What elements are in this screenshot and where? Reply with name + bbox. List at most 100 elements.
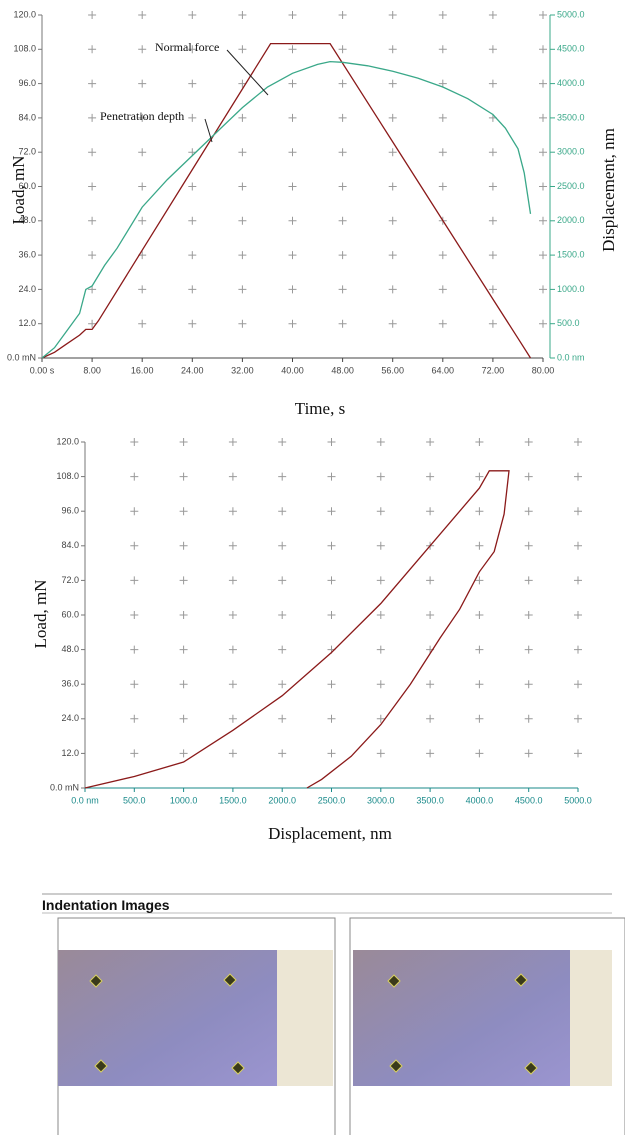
grid-cross [327, 680, 336, 689]
x-tick-label: 48.00 [331, 365, 354, 375]
y2-tick-label: 3000.0 [557, 147, 585, 157]
grid-cross [426, 507, 435, 516]
x-tick-label: 40.00 [281, 365, 304, 375]
x-tick-label: 8.00 [83, 365, 101, 375]
grid-cross [327, 438, 336, 446]
grid-cross [426, 576, 435, 585]
grid-cross [338, 216, 347, 225]
y2-tick-label: 3500.0 [557, 112, 585, 122]
grid-cross [524, 576, 533, 585]
grid-cross [475, 507, 484, 516]
grid-cross [179, 680, 188, 689]
data-line [84, 470, 510, 789]
x-tick-label: 64.00 [432, 365, 455, 375]
grid-cross [388, 148, 397, 157]
y-tick-label: 12.0 [18, 318, 36, 328]
grid-cross [438, 148, 447, 157]
x-tick-label: 32.00 [231, 365, 254, 375]
grid-cross [539, 79, 547, 88]
y-tick-label: 60.0 [61, 609, 79, 619]
grid-cross [278, 714, 287, 723]
grid-cross [438, 45, 447, 54]
grid-cross [488, 216, 497, 225]
grid-cross [388, 319, 397, 328]
section-title: Indentation Images [42, 897, 170, 913]
x-tick-label: 1000.0 [170, 795, 198, 805]
grid-cross [88, 79, 97, 88]
y-axis-title: Load, mN [31, 580, 50, 649]
y2-tick-label: 2500.0 [557, 181, 585, 191]
grid-cross [488, 285, 497, 294]
grid-cross [524, 541, 533, 550]
grid-cross [188, 285, 197, 294]
grid-cross [138, 216, 147, 225]
grid-cross [376, 645, 385, 654]
x-tick-label: 16.00 [131, 365, 154, 375]
grid-cross [179, 438, 188, 446]
grid-cross [524, 438, 533, 446]
grid-cross [278, 680, 287, 689]
grid-cross [438, 79, 447, 88]
y-tick-label: 0.0 mN [7, 352, 36, 362]
grid-cross [130, 611, 139, 619]
grid-cross [376, 507, 385, 516]
grid-cross [388, 45, 397, 54]
grid-cross [539, 45, 547, 54]
grid-cross [88, 182, 97, 191]
y-tick-label: 84.0 [61, 540, 79, 550]
grid-cross [188, 216, 197, 225]
grid-cross [288, 251, 297, 260]
grid-cross [376, 576, 385, 585]
grid-cross [188, 11, 197, 19]
grid-cross [88, 11, 97, 19]
grid-cross [138, 148, 147, 157]
grid-cross [130, 438, 139, 446]
y-tick-label: 48.0 [61, 644, 79, 654]
grid-cross [376, 749, 385, 758]
grid-cross [488, 182, 497, 191]
grid-cross [438, 319, 447, 328]
grid-cross [488, 79, 497, 88]
grid-cross [228, 680, 237, 689]
y-tick-label: 96.0 [18, 78, 36, 88]
grid-cross [338, 45, 347, 54]
grid-cross [88, 251, 97, 260]
grid-cross [288, 216, 297, 225]
series-annotation: Penetration depth [100, 109, 184, 123]
grid-cross [288, 319, 297, 328]
y2-tick-label: 4500.0 [557, 44, 585, 54]
grid-cross [574, 645, 582, 654]
grid-cross [426, 611, 435, 619]
grid-cross [179, 507, 188, 516]
grid-cross [388, 182, 397, 191]
grid-cross [228, 541, 237, 550]
grid-cross [278, 507, 287, 516]
grid-cross [524, 680, 533, 689]
grid-cross [179, 541, 188, 550]
grid-cross [574, 611, 582, 619]
x-tick-label: 5000.0 [564, 795, 592, 805]
y-tick-label: 120.0 [13, 9, 36, 19]
grid-cross [488, 251, 497, 260]
annotation-leader [204, 118, 213, 143]
grid-cross [138, 11, 147, 19]
grid-cross [388, 113, 397, 122]
grid-cross [426, 680, 435, 689]
y2-tick-label: 1500.0 [557, 249, 585, 259]
grid-cross [238, 148, 247, 157]
grid-cross [179, 472, 188, 481]
grid-cross [338, 11, 347, 19]
image-card [349, 917, 625, 1135]
grid-cross [338, 319, 347, 328]
y2-tick-label: 0.0 nm [557, 352, 585, 362]
grid-cross [179, 611, 188, 619]
grid-cross [574, 714, 582, 723]
grid-cross [130, 714, 139, 723]
y-tick-label: 36.0 [18, 249, 36, 259]
grid-cross [426, 749, 435, 758]
grid-cross [338, 285, 347, 294]
grid-cross [388, 216, 397, 225]
y-tick-label: 96.0 [61, 506, 79, 516]
y2-tick-label: 1000.0 [557, 284, 585, 294]
grid-cross [228, 749, 237, 758]
